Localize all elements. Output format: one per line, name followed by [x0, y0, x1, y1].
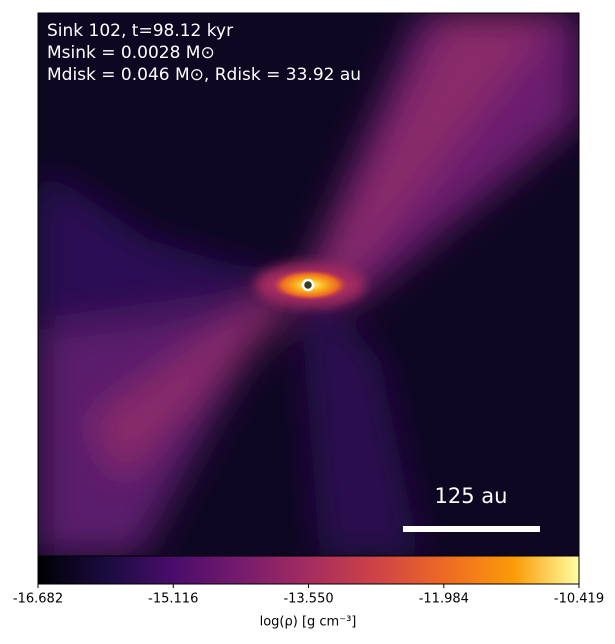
scale-bar	[403, 526, 540, 532]
colorbar-tick-label: -13.550	[283, 592, 333, 607]
scale-bar-label: 125 au	[435, 484, 508, 508]
annotation: Mdisk = 0.046 M⊙, Rdisk = 33.92 au	[47, 65, 361, 85]
colorbar-tick-label: -11.984	[419, 592, 469, 607]
colorbar-tick-label: -15.116	[148, 592, 198, 607]
annotation: Sink 102, t=98.12 kyr	[47, 21, 233, 41]
annotation: Msink = 0.0028 M⊙	[47, 43, 215, 63]
colorbar-label: log(ρ) [g cm⁻³]	[260, 615, 357, 630]
colorbar	[37, 555, 580, 585]
colorbar-tick-label: -10.419	[554, 592, 604, 607]
density-map	[38, 13, 579, 556]
colorbar-tick-label: -16.682	[13, 592, 63, 607]
